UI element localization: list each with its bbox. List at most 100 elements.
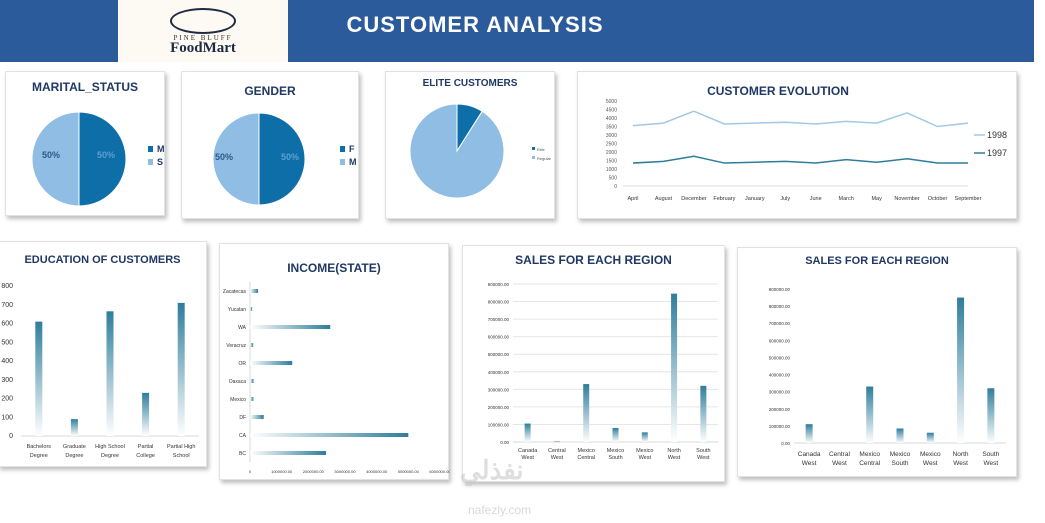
x-tick-label: June [810,196,822,202]
legend-label-1998: 1998 [987,130,1007,140]
x-tick-label: May [871,196,882,202]
x-tick-label: October [928,196,948,202]
x-tick-label: Central [548,448,566,454]
education-title: EDUCATION OF CUSTOMERS [24,254,181,266]
bar [896,428,904,443]
pie-slice-regular [409,103,505,199]
y-tick-label: 500 [1,339,13,346]
y-tick-label: 900000.00 [488,282,510,287]
gender-chart: 50% 50% FM [212,112,357,206]
bar [671,293,678,442]
y-tick-label: 500000.00 [769,355,791,360]
y-tick-label: 5000 [606,99,617,105]
x-tick-label: Partial High [167,444,195,450]
sales-region-chart-1: 0.00 100000.00 200000.00 300000.00 400000.00… [488,282,718,461]
pie-label-s: 50% [42,150,60,160]
y-tick-label: Mexico [230,397,246,403]
y-tick-label: 300000.00 [769,390,791,395]
bar [250,397,254,401]
bar [250,379,254,383]
bar [250,451,326,455]
logo: PINE BLUFF FoodMart [118,0,288,62]
gender-title: GENDER [244,84,296,98]
y-tick-label: Veracruz [226,343,246,349]
bar [250,289,259,293]
y-tick-label: 3500 [606,125,617,131]
y-tick-label: 0.00 [500,440,509,445]
y-tick-label: 4500 [606,108,617,114]
x-tick-label: 6000000.00 [429,469,450,474]
y-tick-label: Oaxaca [229,379,246,385]
x-tick-label: Mexico [578,448,595,454]
x-tick-label: South [892,460,909,467]
bar [926,432,934,443]
logo-top-text: PINE BLUFF [173,34,233,42]
bar [177,302,185,436]
x-tick-label: West [802,460,817,467]
x-tick-label: April [627,196,638,202]
pie-slice-s [31,111,80,207]
bar [553,441,560,442]
legend-swatch-s [148,159,153,165]
x-tick-label: South [608,455,622,461]
x-tick-label: West [521,455,534,461]
bar [106,311,114,436]
series-line-1998 [632,110,969,128]
y-tick-label: 800000.00 [488,300,510,305]
legend-swatch-elite [532,147,535,150]
x-tick-label: North [953,451,969,458]
sales-region-title-1: SALES FOR EACH REGION [515,253,672,267]
pie-slice-m [212,112,260,206]
y-tick-label: 100000.00 [488,422,510,427]
watermark-text: نفذلي [460,455,524,485]
logo-main-text: FoodMart [170,40,236,56]
bar [250,415,264,419]
x-tick-label: Central [829,451,851,458]
y-tick-label: 200 [1,396,13,403]
y-tick-label: 1000 [606,167,617,173]
y-tick-label: 0 [9,433,13,440]
legend-swatch-m [340,159,345,165]
x-tick-label: December [681,196,707,202]
y-tick-label: CA [239,433,247,439]
x-tick-label: West [923,460,938,467]
x-tick-label: Degree [101,453,119,459]
bar [700,385,707,442]
pie-slice-f [258,112,306,206]
y-tick-label: 700000.00 [488,317,510,322]
x-tick-label: High School [95,444,125,450]
y-tick-label: DF [239,415,246,421]
y-tick-label: 100000.00 [769,424,791,429]
bar [250,325,331,329]
bar [583,384,590,442]
y-tick-label: 200000.00 [488,405,510,410]
elite-customers-chart: Elite Regular [409,103,552,199]
y-tick-label: OR [239,361,247,367]
x-tick-label: January [745,196,765,202]
y-tick-label: 600000.00 [769,338,791,343]
legend-swatch-m [148,146,153,152]
income-card: INCOME(STATE) Zacatecas Yucatan WA Veracruz… [219,243,450,480]
x-tick-label: 1000000.00 [271,469,293,474]
x-tick-label: Mexico [859,451,880,458]
bar [250,361,293,365]
pie-label-f: 50% [281,152,299,162]
customer-evolution-card: CUSTOMER EVOLUTION 0 500 1000 1500 2000 2500 3… [577,71,1017,219]
bar [957,297,965,443]
x-tick-label: South [982,451,999,458]
y-tick-label: 800000.00 [769,304,791,309]
x-tick-label: 4000000.00 [366,469,388,474]
marital-status-card: MARITAL_STATUS 50% 50% M S [5,71,165,216]
bar [70,419,78,436]
x-tick-label: August [655,196,673,202]
bar [250,433,409,437]
x-tick-label: March [839,196,854,202]
x-tick-label: West [551,455,564,461]
x-tick-label: Canada [798,451,821,458]
x-tick-label: North [667,448,680,454]
x-tick-label: July [780,196,790,202]
y-tick-label: 0.00 [781,441,790,446]
y-tick-label: 400000.00 [769,373,791,378]
x-tick-label: 5000000.00 [398,469,420,474]
y-tick-label: 1500 [606,159,617,165]
